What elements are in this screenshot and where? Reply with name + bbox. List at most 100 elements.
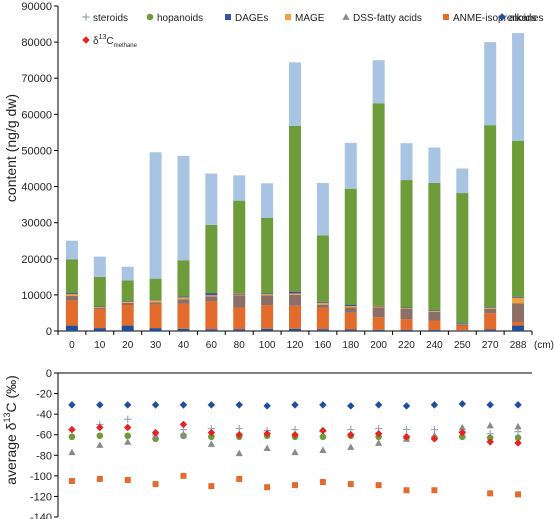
point-dss-fatty-acids (68, 448, 76, 456)
point-dss-fatty-acids (319, 446, 327, 454)
point--13c-methane (235, 430, 243, 439)
bar-hopanoids (400, 180, 413, 308)
bottom-y-tick-label: -100 (30, 471, 52, 483)
bar-anme-isoprenoids (344, 312, 357, 330)
point--13c-methane (179, 420, 188, 429)
point-hopanoids (68, 433, 76, 441)
point-anme-isoprenoids (347, 481, 354, 488)
bar-dages (65, 293, 78, 295)
bar-steroids (93, 256, 106, 277)
x-tick-label: 30 (150, 340, 162, 351)
bar-steroids (233, 175, 246, 201)
bar-anme-isoprenoids (456, 325, 469, 331)
bar-alkanes (121, 325, 134, 331)
bar-mage (400, 308, 413, 309)
bar-hopanoids (316, 235, 329, 302)
bar-alkanes (93, 328, 106, 331)
bar-dages (484, 307, 497, 308)
point-steroids (124, 415, 132, 423)
top-y-tick-label: 0 (46, 326, 52, 338)
bar-steroids (205, 173, 218, 225)
top-y-tick-label: 40000 (21, 182, 52, 194)
bar-steroids (65, 240, 78, 260)
point-anme-isoprenoids (292, 482, 298, 489)
point-alkanes (151, 401, 160, 409)
bar-hopanoids (344, 188, 357, 305)
legend-marker (82, 13, 90, 21)
x-tick-label: 20 (122, 340, 134, 351)
x-tick-label: 60 (206, 340, 218, 351)
point-anme-isoprenoids (375, 482, 382, 489)
bar-mage (149, 300, 162, 303)
point-alkanes (319, 401, 327, 409)
bar-alkanes (344, 329, 357, 331)
bar-hopanoids (65, 259, 78, 294)
bar-hopanoids (456, 193, 469, 324)
point-alkanes (68, 401, 76, 409)
bottom-y-tick-label: -40 (36, 409, 52, 421)
bar-dss-fatty-acids (121, 302, 134, 305)
point-anme-isoprenoids (208, 483, 215, 490)
point-alkanes (291, 401, 299, 409)
x-tick-label: 100 (259, 340, 276, 351)
bar-mage (289, 293, 301, 295)
bar-dss-fatty-acids (233, 295, 246, 308)
point-anme-isoprenoids (124, 476, 131, 483)
point-dss-fatty-acids (347, 443, 355, 450)
point--13c-methane (374, 429, 383, 438)
bar-dss-fatty-acids (205, 296, 218, 302)
point--13c-methane (402, 433, 411, 441)
point--13c-methane (319, 426, 327, 435)
bar-dages (149, 299, 162, 301)
bar-anme-isoprenoids (233, 307, 246, 330)
x-tick-label: 10 (94, 340, 106, 351)
point--13c-methane (68, 425, 76, 434)
legend-marker (498, 13, 506, 21)
point--13c-methane (347, 430, 355, 439)
bar-dages (400, 307, 413, 309)
legend-marker (285, 14, 291, 20)
point-anme-isoprenoids (68, 478, 75, 484)
bar-dss-fatty-acids (316, 304, 329, 308)
point-alkanes (263, 402, 271, 410)
bar-dages (289, 291, 301, 294)
bar-hopanoids (233, 200, 246, 294)
bar-hopanoids (177, 260, 190, 297)
bar-alkanes (400, 329, 413, 331)
bar-steroids (484, 42, 497, 126)
point-anme-isoprenoids (264, 484, 271, 491)
point-hopanoids (319, 433, 327, 441)
point-dss-fatty-acids (235, 449, 243, 457)
bar-alkanes (428, 329, 441, 331)
bar-mage (65, 294, 78, 296)
bar-steroids (400, 143, 413, 181)
point-dss-fatty-acids (96, 441, 104, 448)
bar-steroids (512, 33, 525, 141)
bar-alkanes (177, 328, 190, 331)
x-tick-label: 120 (287, 340, 304, 351)
bar-mage (205, 295, 218, 297)
bottom-y-tick-label: -80 (36, 450, 52, 462)
bar-alkanes (233, 329, 246, 331)
point-anme-isoprenoids (403, 487, 410, 494)
point-hopanoids (96, 432, 104, 440)
legend-marker-methane (82, 36, 90, 44)
bar-mage (93, 307, 106, 308)
point-steroids (235, 424, 243, 433)
point-dss-fatty-acids (486, 421, 494, 429)
bar-dss-fatty-acids (484, 308, 497, 314)
bar-mage (484, 307, 497, 309)
bar-dages (512, 296, 525, 298)
bar-hopanoids (372, 103, 385, 306)
point-anme-isoprenoids (515, 491, 522, 498)
bar-alkanes (456, 330, 469, 331)
legend-label-methane: δ13Cmethane (93, 34, 138, 49)
x-tick-label: 240 (426, 340, 443, 351)
x-tick-label: 200 (370, 340, 387, 351)
legend-label: DSS-fatty acids (353, 13, 422, 24)
bar-dss-fatty-acids (400, 308, 413, 320)
top-y-axis-title: content (ng/g dw) (3, 94, 19, 202)
bar-anme-isoprenoids (372, 317, 385, 330)
bar-anme-isoprenoids (205, 301, 218, 330)
